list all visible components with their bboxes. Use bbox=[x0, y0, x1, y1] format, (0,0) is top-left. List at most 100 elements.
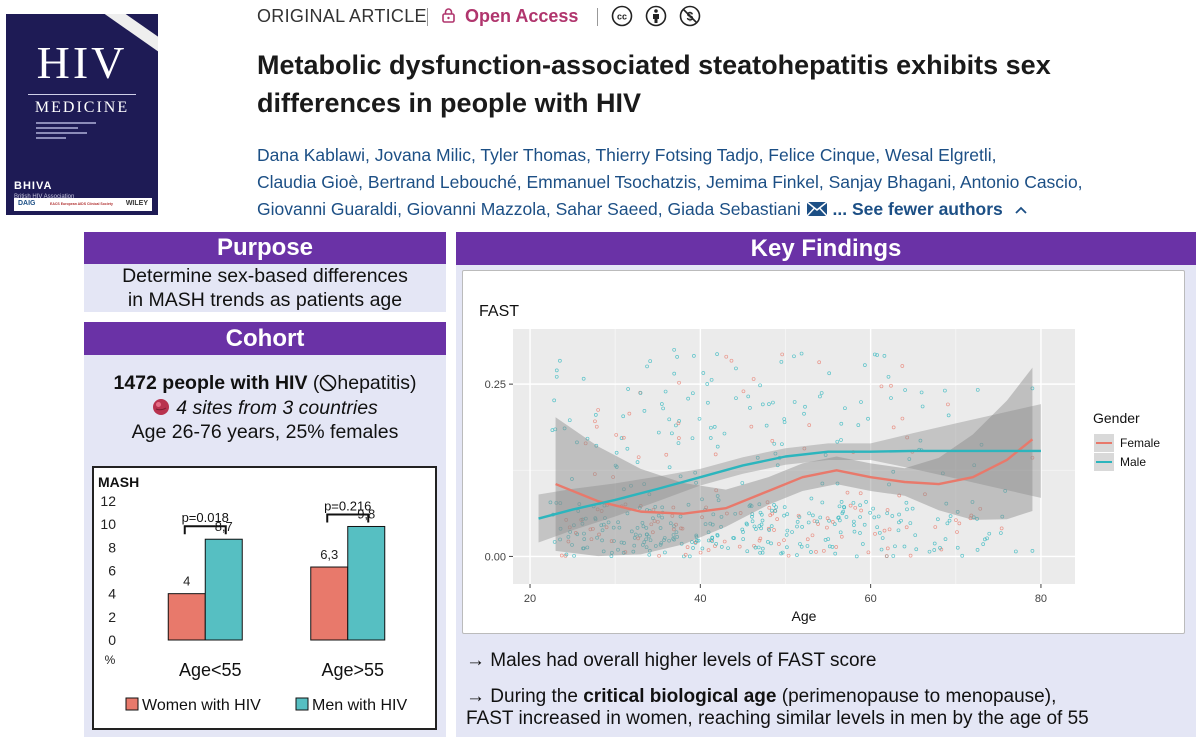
fast-point bbox=[686, 502, 691, 507]
cohort-sites: 4 sites from 3 countries bbox=[84, 397, 446, 420]
fast-point bbox=[644, 526, 649, 530]
fast-point bbox=[858, 531, 862, 535]
cc-icon[interactable]: cc bbox=[611, 5, 633, 27]
fast-point bbox=[631, 549, 636, 554]
fast-point bbox=[581, 546, 585, 551]
fast-point bbox=[647, 548, 652, 553]
see-fewer-authors-link[interactable]: ... See fewer authors bbox=[832, 199, 1003, 219]
journal-cover-image[interactable]: HIV MEDICINE BHIVA British HIV Associati… bbox=[6, 14, 158, 215]
fast-point bbox=[568, 530, 573, 534]
fast-point bbox=[614, 450, 619, 455]
nc-icon[interactable]: $ bbox=[679, 5, 701, 27]
fast-point bbox=[859, 508, 863, 513]
fast-point bbox=[818, 515, 823, 520]
fast-point bbox=[918, 438, 923, 443]
fast-point bbox=[661, 406, 665, 411]
fast-point bbox=[827, 371, 832, 376]
fast-point bbox=[983, 537, 987, 542]
fast-point bbox=[839, 500, 844, 504]
fast-point bbox=[785, 512, 790, 516]
fast-point bbox=[944, 501, 949, 506]
fast-point bbox=[907, 457, 912, 461]
fast-point bbox=[675, 535, 680, 539]
fast-point bbox=[879, 384, 884, 389]
fast-point bbox=[889, 383, 893, 388]
fast-point bbox=[672, 347, 677, 352]
fast-point bbox=[886, 374, 891, 379]
cohort-count: 1472 people with HIV (hepatitis) bbox=[84, 372, 446, 395]
fast-point bbox=[871, 506, 875, 511]
fast-point bbox=[722, 539, 727, 544]
fast-point bbox=[767, 402, 771, 406]
fast-point bbox=[823, 453, 828, 457]
fast-point bbox=[671, 533, 676, 537]
chevron-up-icon[interactable] bbox=[1014, 205, 1028, 215]
fast-point bbox=[595, 507, 600, 512]
fast-point bbox=[585, 545, 590, 550]
fast-point bbox=[647, 534, 651, 539]
fast-point bbox=[873, 531, 877, 536]
fast-point bbox=[700, 546, 705, 551]
fast-point bbox=[719, 545, 724, 549]
fast-point bbox=[805, 537, 810, 542]
fast-point bbox=[719, 514, 724, 519]
fast-point bbox=[884, 554, 889, 558]
mash-category-label: Age<55 bbox=[179, 660, 242, 680]
fast-point bbox=[566, 539, 571, 544]
fast-point bbox=[767, 505, 772, 510]
fast-point bbox=[837, 504, 842, 509]
fast-point bbox=[741, 389, 746, 394]
fast-point bbox=[830, 545, 835, 549]
fast-point bbox=[759, 526, 763, 531]
fast-point bbox=[686, 396, 690, 401]
fast-point bbox=[612, 539, 616, 543]
globe-pin-icon bbox=[153, 399, 170, 415]
author-line-1[interactable]: Dana Kablawi, Jovana Milic, Tyler Thomas… bbox=[257, 145, 997, 165]
fast-ytick-label: 0.25 bbox=[485, 379, 506, 391]
fast-point bbox=[745, 549, 750, 554]
mash-bar bbox=[204, 538, 243, 641]
fast-point bbox=[606, 520, 611, 525]
fast-point bbox=[838, 530, 843, 535]
fast-point bbox=[819, 391, 824, 395]
fast-point bbox=[564, 518, 569, 522]
mash-ytick-label: 2 bbox=[108, 609, 116, 625]
fast-point bbox=[775, 463, 780, 468]
fast-point bbox=[767, 528, 772, 532]
fast-point bbox=[919, 390, 924, 395]
fast-point bbox=[577, 502, 582, 506]
fast-point bbox=[647, 492, 652, 497]
cover-divider bbox=[28, 94, 136, 95]
envelope-icon[interactable] bbox=[806, 201, 828, 217]
fast-point bbox=[858, 491, 863, 496]
author-line-3-names[interactable]: Giovanni Guaraldi, Giovanni Mazzola, Sah… bbox=[257, 199, 801, 219]
fast-point bbox=[676, 421, 681, 426]
fast-point bbox=[583, 516, 588, 521]
fast-point bbox=[713, 452, 718, 457]
fast-point bbox=[782, 513, 786, 518]
fast-point bbox=[741, 537, 746, 541]
fast-point bbox=[674, 423, 678, 428]
fast-point bbox=[979, 442, 984, 447]
open-access-label[interactable]: Open Access bbox=[465, 6, 579, 26]
fast-point bbox=[621, 550, 626, 555]
fast-point bbox=[614, 433, 619, 437]
fast-point bbox=[769, 541, 773, 546]
author-line-2[interactable]: Claudia Gioè, Bertrand Lebouché, Emmanue… bbox=[257, 172, 1083, 192]
fast-point bbox=[780, 550, 785, 555]
fast-male-confidence-band bbox=[538, 404, 1041, 543]
fast-point bbox=[753, 545, 758, 550]
fast-point bbox=[810, 533, 815, 538]
fast-point bbox=[715, 444, 720, 449]
by-icon[interactable] bbox=[645, 5, 667, 27]
fast-point bbox=[752, 524, 757, 529]
fast-point bbox=[692, 354, 696, 358]
fast-point bbox=[616, 520, 620, 525]
fast-point bbox=[567, 418, 572, 423]
fast-point bbox=[945, 521, 950, 526]
fast-point bbox=[807, 423, 812, 427]
fast-point bbox=[947, 518, 952, 523]
fast-point bbox=[900, 364, 905, 368]
fast-point bbox=[554, 374, 559, 379]
fast-point bbox=[672, 527, 676, 532]
